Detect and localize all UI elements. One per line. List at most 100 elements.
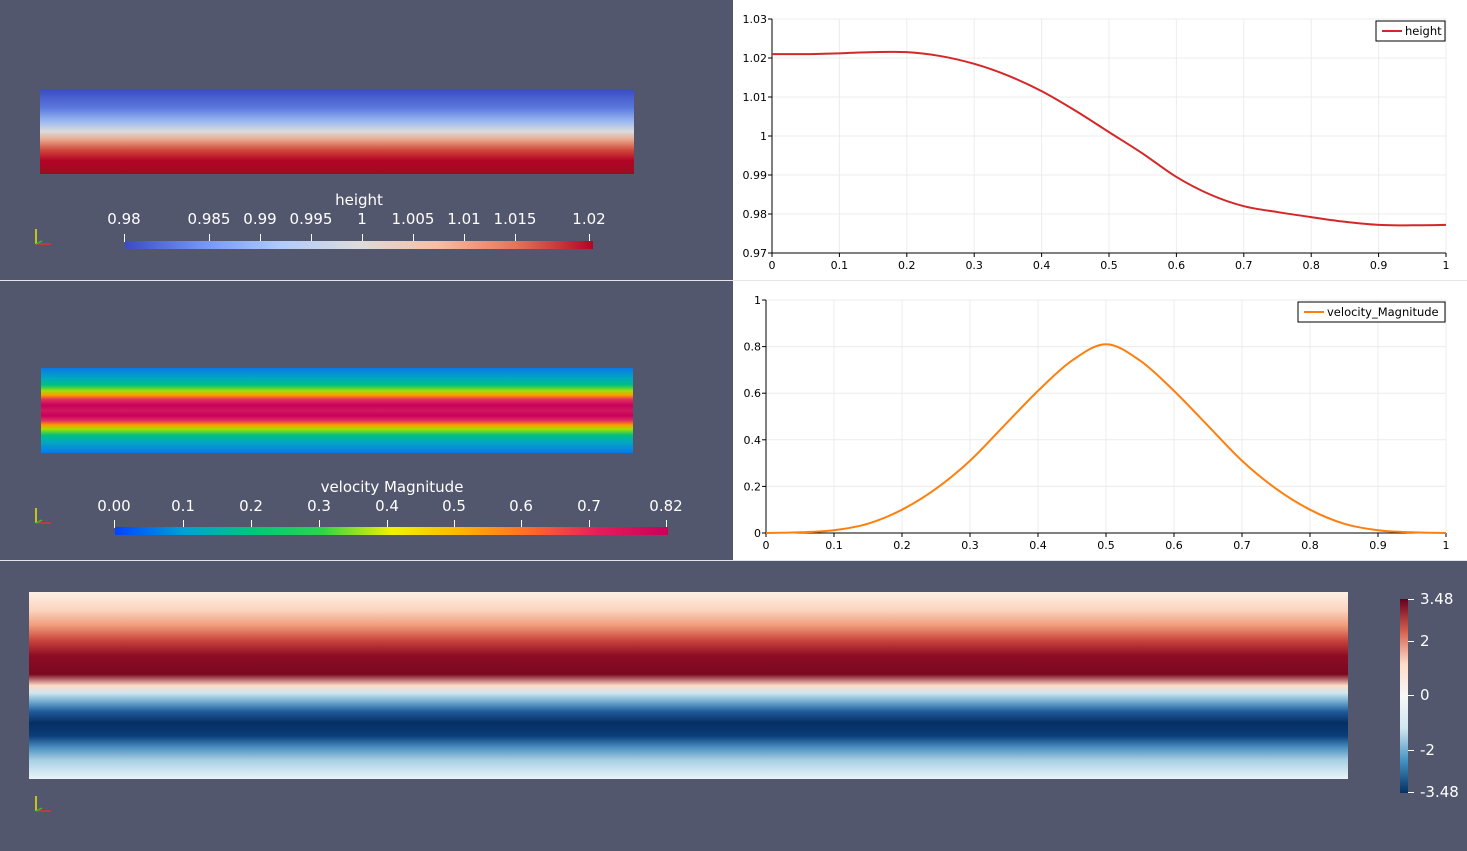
colorbar-tick-label: 0.99 [243, 210, 277, 228]
colorbar-tick-mark [666, 520, 667, 528]
x-tick-label: 0.9 [1370, 259, 1388, 272]
y-tick-label: 1.02 [743, 52, 768, 65]
velocity-field-plot [41, 368, 633, 453]
colorbar-tick-mark [1408, 750, 1414, 751]
x-tick-label: 0.2 [893, 539, 911, 552]
y-tick-label: 0 [754, 527, 761, 540]
x-tick-label: 0.1 [831, 259, 849, 272]
colorbar-tick-mark [413, 234, 414, 242]
x-tick-label: 0.6 [1165, 539, 1183, 552]
x-tick-label: 0.3 [965, 259, 983, 272]
colorbar-tick-mark [387, 520, 388, 528]
orientation-axes-icon [35, 796, 51, 812]
height-colorbar-title: height [335, 191, 383, 209]
x-tick-label: 0.3 [961, 539, 979, 552]
vorticity-render-view[interactable]: 3.48 2 0 -2 -3.48 [0, 561, 1467, 851]
colorbar-tick-label: 0 [1420, 686, 1430, 704]
colorbar-tick-label: 3.48 [1420, 590, 1454, 608]
view-divider[interactable] [0, 560, 1467, 561]
colorbar-tick-label: 1 [357, 210, 367, 228]
colorbar-tick-label: 0.985 [187, 210, 231, 228]
x-tick-label: 0.7 [1235, 259, 1253, 272]
colorbar-tick-mark [589, 520, 590, 528]
x-tick-label: 0.8 [1301, 539, 1319, 552]
colorbar-tick-label: 1.01 [447, 210, 481, 228]
colorbar-tick-label: -3.48 [1420, 783, 1459, 801]
colorbar-tick-mark [319, 520, 320, 528]
y-tick-label: 0.98 [743, 208, 768, 221]
y-tick-label: 1.01 [743, 91, 768, 104]
colorbar-tick-label: 0.82 [649, 497, 683, 515]
colorbar-tick-mark [114, 520, 115, 528]
colorbar-tick-mark [521, 520, 522, 528]
y-tick-label: 0.8 [744, 341, 762, 354]
height-colorbar [125, 241, 593, 249]
series-line-height [771, 50, 1447, 227]
colorbar-tick-mark [1408, 695, 1414, 696]
colorbar-tick-mark [589, 234, 590, 242]
colorbar-tick-mark [454, 520, 455, 528]
x-tick-label: 0.6 [1168, 259, 1186, 272]
velocity-render-view[interactable]: velocity Magnitude 0.00 0.1 0.2 0.3 0.4 0.5 0.… [0, 281, 733, 560]
colorbar-tick-label: 0.1 [171, 497, 195, 515]
legend-box [1375, 20, 1446, 42]
colorbar-tick-label: 1.005 [391, 210, 435, 228]
y-tick-label: 0.6 [744, 387, 762, 400]
colorbar-tick-label: 0.6 [509, 497, 533, 515]
colorbar-tick-mark [515, 234, 516, 242]
colorbar-tick-mark [183, 520, 184, 528]
velocity-line-chart: 0 0.1 0.2 0.3 0.4 0.5 0.6 0.7 0.8 0.9 1 0 0.2 0.4 0.6 0… [744, 294, 1450, 552]
colorbar-tick-label: -2 [1420, 741, 1435, 759]
x-tick-label: 0.4 [1029, 539, 1047, 552]
x-tick-label: 0 [763, 539, 770, 552]
y-tick-label: 1 [754, 294, 761, 307]
y-tick-label: 1.03 [743, 13, 768, 26]
velocity-colorbar [115, 527, 668, 535]
colorbar-tick-label: 0.5 [442, 497, 466, 515]
view-divider[interactable] [0, 280, 1467, 281]
colorbar-tick-label: 0.7 [577, 497, 601, 515]
orientation-axes-icon [35, 508, 51, 524]
x-tick-label: 0 [769, 259, 776, 272]
height-field-plot [40, 89, 634, 174]
colorbar-tick-label: 0.4 [375, 497, 399, 515]
y-tick-label: 0.4 [744, 434, 762, 447]
x-tick-label: 0.9 [1369, 539, 1387, 552]
colorbar-tick-mark [251, 520, 252, 528]
colorbar-tick-label: 0.995 [289, 210, 333, 228]
y-tick-label: 0.99 [743, 169, 768, 182]
x-tick-label: 0.5 [1100, 259, 1118, 272]
x-tick-label: 0.8 [1302, 259, 1320, 272]
colorbar-tick-mark [124, 234, 125, 242]
x-tick-label: 0.5 [1097, 539, 1115, 552]
y-tick-label: 0.97 [743, 247, 768, 260]
colorbar-tick-mark [209, 234, 210, 242]
y-tick-label: 1 [760, 130, 767, 143]
x-tick-label: 1 [1443, 259, 1450, 272]
colorbar-tick-label: 0.98 [107, 210, 141, 228]
velocity-colorbar-title: velocity Magnitude [320, 478, 464, 496]
orientation-axes-icon [35, 229, 51, 245]
colorbar-tick-mark [260, 234, 261, 242]
colorbar-tick-mark [1408, 599, 1414, 600]
colorbar-tick-mark [311, 234, 312, 242]
colorbar-tick-mark [464, 234, 465, 242]
colorbar-tick-label: 0.00 [97, 497, 131, 515]
series-line-velocity_Magnitude [765, 343, 1447, 534]
height-render-view[interactable]: height 0.98 0.985 0.99 0.995 1 1.005 1.01 1.015… [0, 0, 733, 280]
colorbar-tick-label: 0.3 [307, 497, 331, 515]
colorbar-tick-mark [362, 234, 363, 242]
height-line-chart-view[interactable]: 0 0.1 0.2 0.3 0.4 0.5 0.6 0.7 0.8 0.9 1 0.97 0.98 0.9… [734, 0, 1467, 280]
colorbar-tick-mark [1408, 641, 1414, 642]
x-tick-label: 0.4 [1033, 259, 1051, 272]
legend-label: height [1405, 24, 1442, 38]
x-tick-label: 0.1 [825, 539, 843, 552]
velocity-line-chart-view[interactable]: 0 0.1 0.2 0.3 0.4 0.5 0.6 0.7 0.8 0.9 1 0 0.2 0.4 0.6 0… [734, 281, 1467, 560]
legend-box [1297, 301, 1446, 323]
legend-label: velocity_Magnitude [1327, 305, 1439, 319]
vorticity-field-plot [29, 592, 1348, 779]
colorbar-tick-label: 0.2 [239, 497, 263, 515]
colorbar-tick-label: 1.02 [572, 210, 606, 228]
colorbar-tick-label: 1.015 [493, 210, 537, 228]
vorticity-colorbar [1400, 599, 1408, 793]
